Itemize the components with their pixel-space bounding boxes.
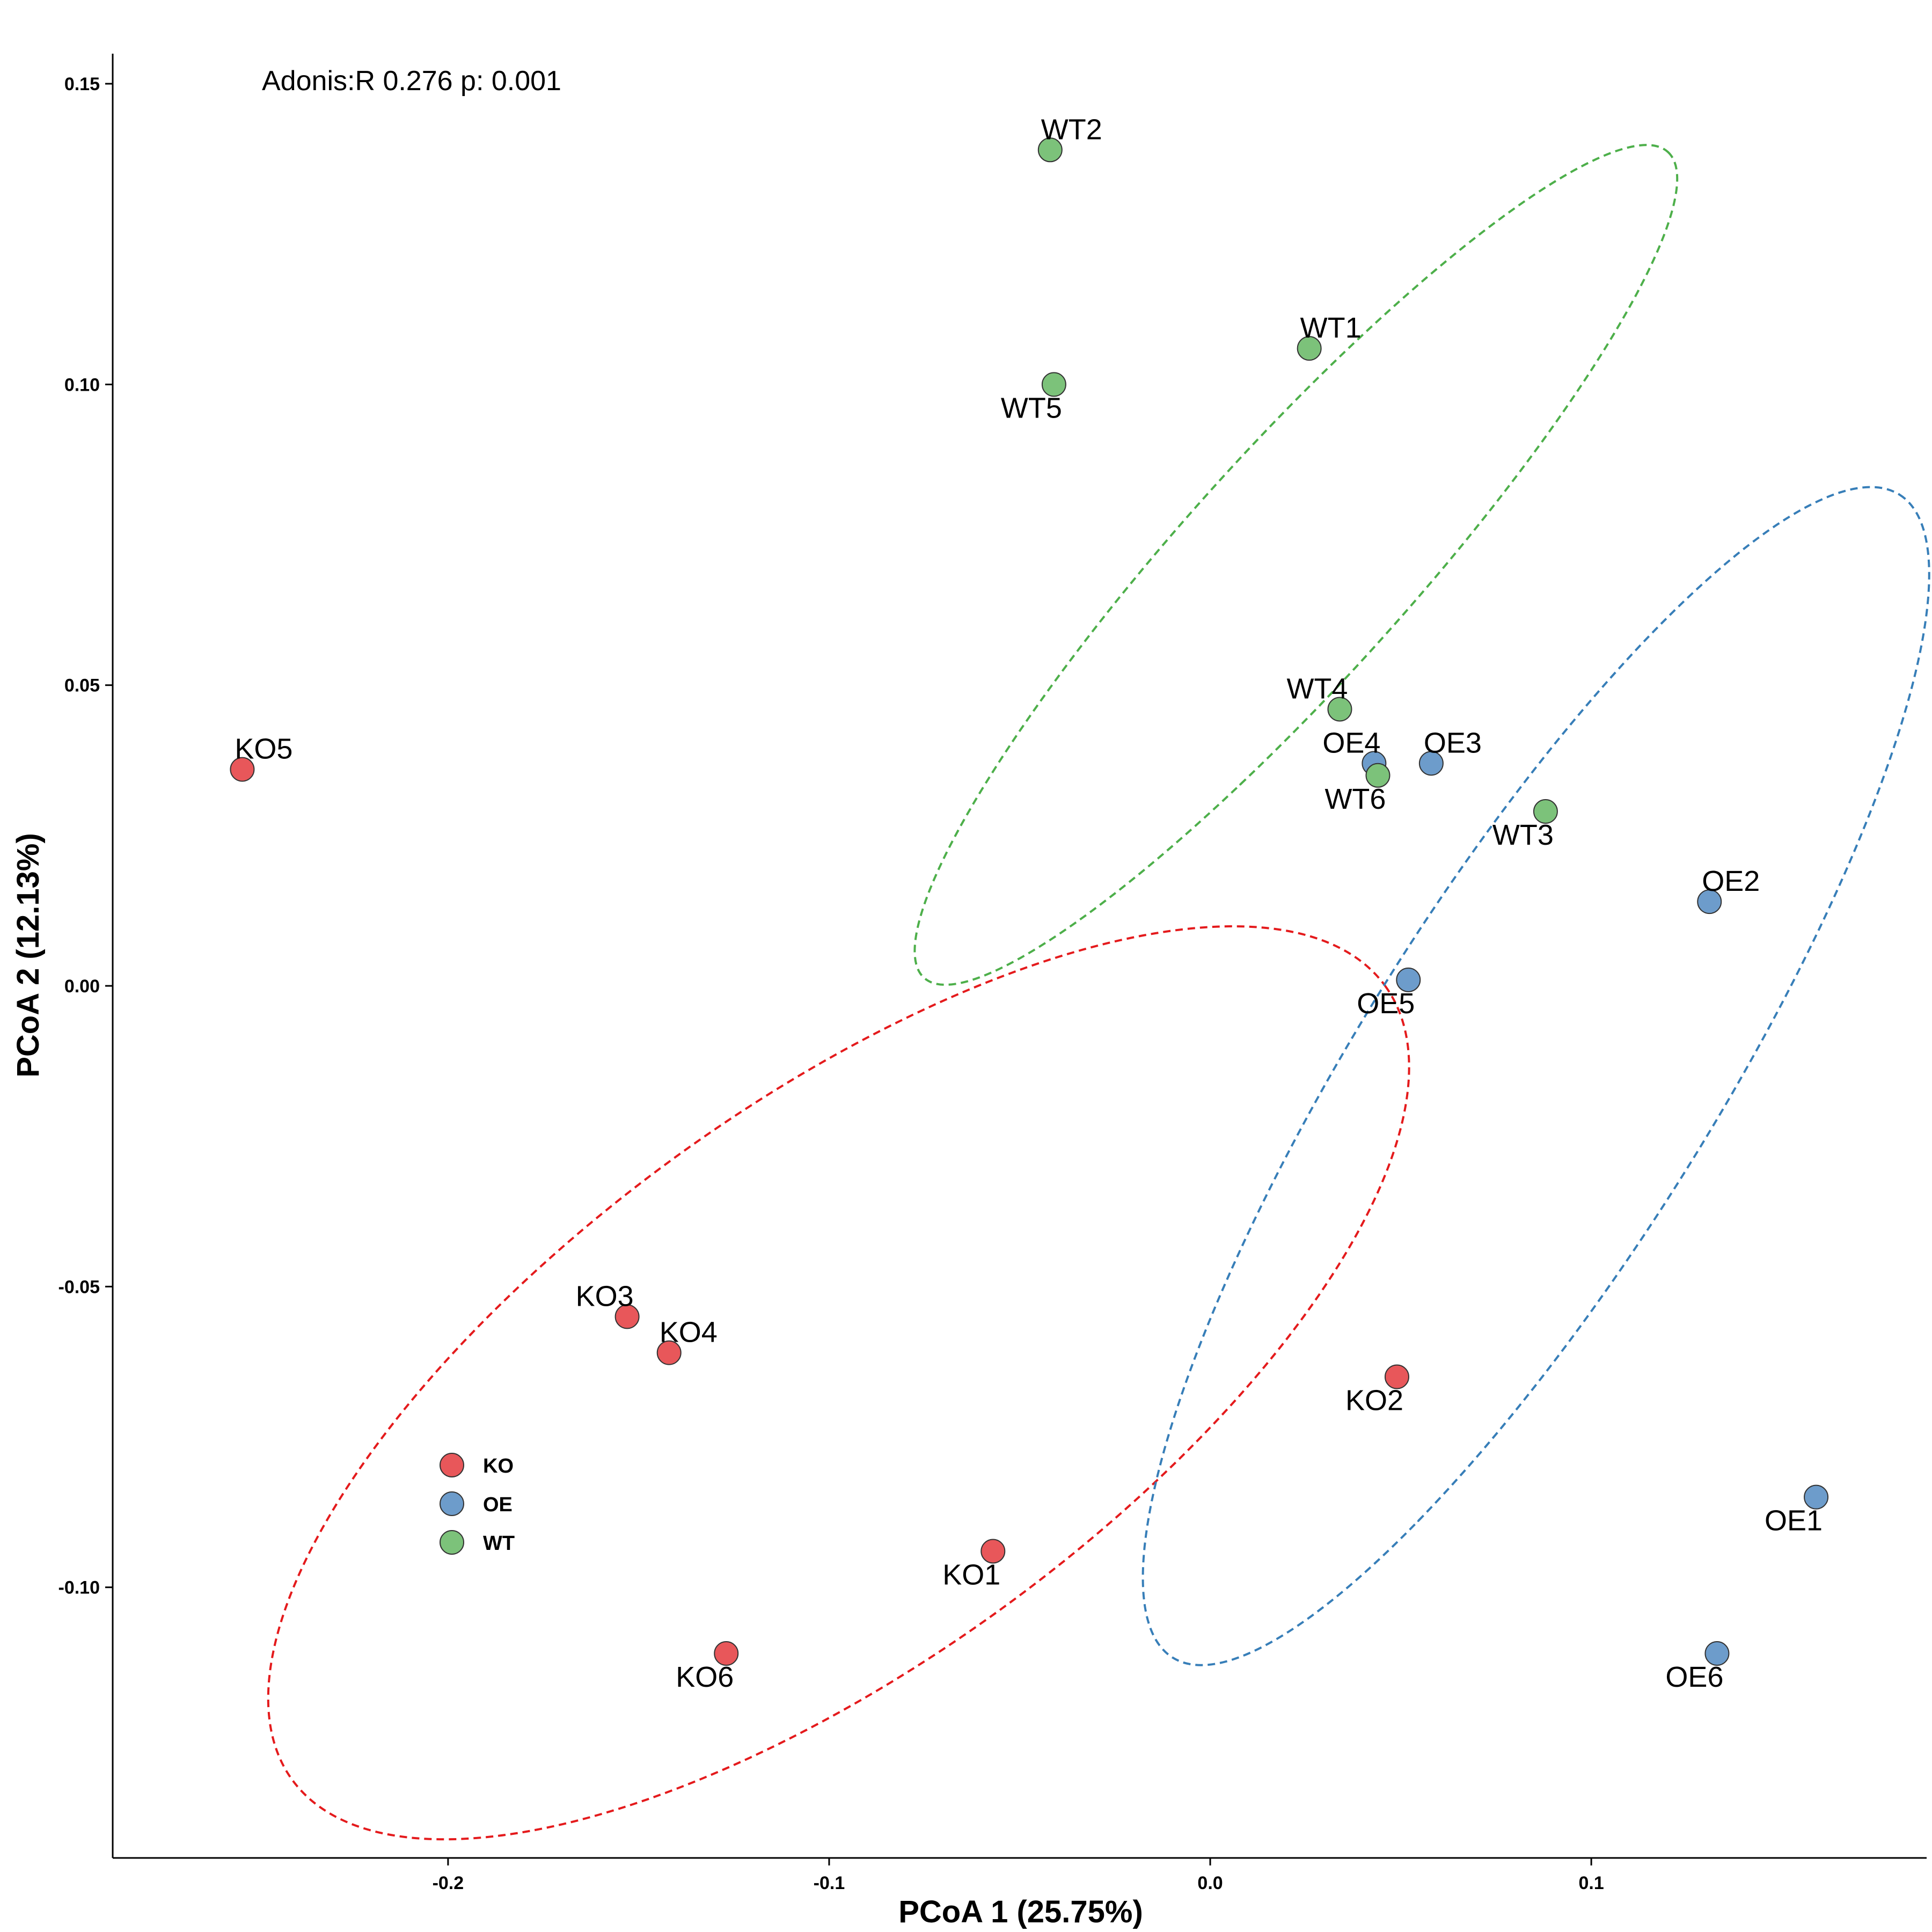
point-label-oe1: OE1 bbox=[1765, 1505, 1823, 1537]
point-label-wt6: WT6 bbox=[1324, 783, 1386, 815]
point-ko1 bbox=[980, 1539, 1006, 1564]
point-ko4 bbox=[656, 1340, 682, 1365]
y-tick-label: -0.05 bbox=[58, 1277, 100, 1297]
point-wt2 bbox=[1037, 137, 1063, 163]
point-label-wt3: WT3 bbox=[1492, 819, 1554, 851]
point-label-oe4: OE4 bbox=[1322, 727, 1380, 759]
x-tick-label: 0.0 bbox=[1197, 1873, 1223, 1893]
point-label-oe2: OE2 bbox=[1702, 865, 1760, 897]
legend-label-wt: WT bbox=[483, 1532, 515, 1555]
ellipse-oe bbox=[1141, 486, 1930, 1666]
point-label-wt1: WT1 bbox=[1300, 312, 1362, 344]
legend-label-oe: OE bbox=[483, 1494, 513, 1516]
x-tick-label: 0.1 bbox=[1578, 1873, 1604, 1893]
ellipse-ko bbox=[267, 925, 1410, 1841]
point-oe3 bbox=[1418, 751, 1444, 776]
point-label-oe3: OE3 bbox=[1424, 727, 1482, 759]
y-tick-label: 0.05 bbox=[64, 676, 100, 696]
point-wt3 bbox=[1533, 799, 1558, 824]
point-ko3 bbox=[614, 1304, 640, 1329]
point-label-ko1: KO1 bbox=[942, 1558, 1000, 1591]
y-tick-label: 0.15 bbox=[64, 74, 100, 94]
point-label-ko3: KO3 bbox=[576, 1280, 634, 1312]
point-ko5 bbox=[230, 757, 255, 782]
x-axis-ticks: -0.2 -0.1 0.0 0.1 bbox=[433, 1858, 1604, 1893]
point-wt6 bbox=[1365, 763, 1391, 788]
point-wt4 bbox=[1327, 697, 1352, 722]
point-label-wt5: WT5 bbox=[1001, 392, 1062, 424]
point-oe1 bbox=[1804, 1484, 1829, 1510]
point-label-ko2: KO2 bbox=[1345, 1384, 1403, 1416]
axes: -0.2 -0.1 0.0 0.1 -0.10 -0.05 0.00 0.05 0.10 0.1… bbox=[58, 54, 1927, 1893]
y-tick-label: -0.10 bbox=[58, 1578, 100, 1598]
legend-marker-ko bbox=[440, 1453, 464, 1477]
data-points bbox=[230, 137, 1829, 1666]
y-tick-label: 0.10 bbox=[64, 375, 100, 395]
point-label-ko6: KO6 bbox=[676, 1661, 734, 1693]
x-tick-label: -0.2 bbox=[433, 1873, 464, 1893]
legend-marker-oe bbox=[440, 1491, 464, 1516]
point-labels: KO1 KO2 KO3 KO4 KO5 KO6 OE1 OE2 OE3 OE4 OE5 OE6 WT1 W… bbox=[235, 113, 1823, 1693]
adonis-annotation: Adonis:R 0.276 p: 0.001 bbox=[262, 65, 561, 97]
point-oe2 bbox=[1697, 889, 1722, 914]
x-tick-label: -0.1 bbox=[814, 1873, 845, 1893]
point-label-wt4: WT4 bbox=[1286, 673, 1348, 705]
legend-label-ko: KO bbox=[483, 1455, 514, 1477]
point-oe6 bbox=[1704, 1641, 1730, 1666]
legend: KO OE WT bbox=[440, 1453, 515, 1555]
point-label-ko5: KO5 bbox=[235, 733, 292, 765]
point-wt5 bbox=[1041, 372, 1066, 397]
confidence-ellipses bbox=[267, 144, 1930, 1841]
legend-marker-wt bbox=[440, 1530, 464, 1555]
x-axis-title: PCoA 1 (25.75%) bbox=[898, 1894, 1143, 1929]
point-label-ko4: KO4 bbox=[660, 1316, 718, 1349]
point-oe5 bbox=[1396, 967, 1421, 992]
ellipse-wt bbox=[913, 144, 1679, 986]
point-ko6 bbox=[714, 1641, 739, 1666]
point-label-wt2: WT2 bbox=[1041, 113, 1102, 145]
point-label-oe6: OE6 bbox=[1665, 1661, 1723, 1693]
y-axis-ticks: -0.10 -0.05 0.00 0.05 0.10 0.15 bbox=[58, 74, 113, 1598]
point-wt1 bbox=[1297, 336, 1322, 361]
point-ko2 bbox=[1384, 1364, 1409, 1389]
point-label-oe5: OE5 bbox=[1357, 987, 1415, 1020]
y-axis-title: PCoA 2 (12.13%) bbox=[11, 833, 46, 1078]
y-tick-label: 0.00 bbox=[64, 976, 100, 997]
